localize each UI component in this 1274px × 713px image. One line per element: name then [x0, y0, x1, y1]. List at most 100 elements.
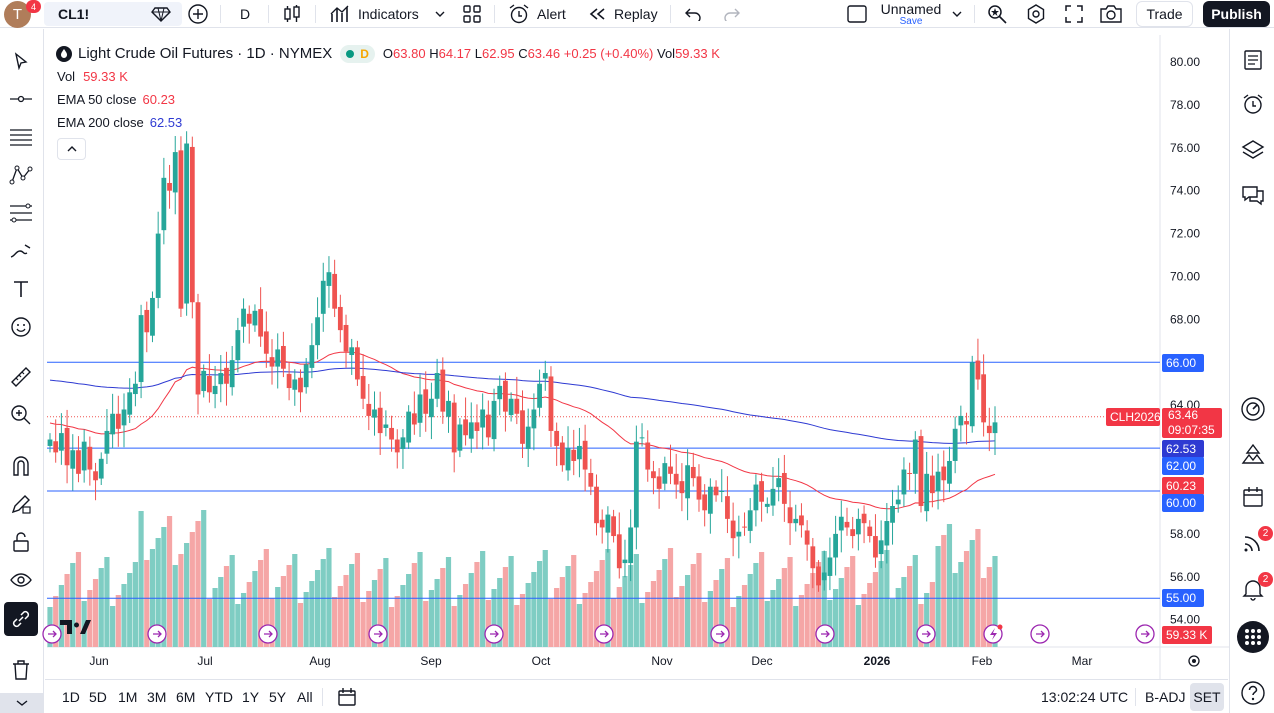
candle[interactable]: [799, 503, 804, 538]
apps-grid-icon[interactable]: [1236, 620, 1270, 654]
candle[interactable]: [332, 259, 338, 318]
candle[interactable]: [172, 136, 178, 215]
candle[interactable]: [497, 375, 503, 416]
candle[interactable]: [406, 405, 412, 449]
candle[interactable]: [309, 323, 315, 379]
collapse-toolbar-icon[interactable]: [0, 693, 44, 713]
candle[interactable]: [884, 503, 890, 564]
indicators-button[interactable]: Indicators: [330, 0, 419, 28]
candle[interactable]: [372, 391, 377, 436]
candle[interactable]: [161, 157, 167, 245]
candle[interactable]: [793, 504, 799, 532]
candle[interactable]: [468, 402, 474, 453]
candle[interactable]: [360, 354, 366, 410]
candle[interactable]: [895, 485, 901, 513]
candle[interactable]: [947, 446, 952, 493]
candle[interactable]: [167, 164, 172, 209]
candle[interactable]: [315, 297, 320, 360]
layout-chevron-icon[interactable]: [951, 0, 963, 28]
candle[interactable]: [588, 458, 594, 496]
utc-clock[interactable]: 13:02:24 UTC: [1041, 688, 1129, 705]
event-marker-icon[interactable]: [594, 624, 614, 644]
watchlist-icon[interactable]: [1236, 43, 1270, 77]
event-marker-icon[interactable]: [815, 624, 835, 644]
candle[interactable]: [446, 390, 451, 433]
candle[interactable]: [781, 454, 787, 522]
candle[interactable]: [565, 426, 571, 481]
candle[interactable]: [656, 468, 662, 509]
range-5d[interactable]: 5D: [89, 688, 107, 705]
candle[interactable]: [457, 418, 463, 458]
candle[interactable]: [491, 388, 497, 452]
candle[interactable]: [337, 294, 343, 343]
candle[interactable]: [912, 431, 918, 494]
candle[interactable]: [827, 537, 833, 591]
candle[interactable]: [127, 378, 133, 424]
candle[interactable]: [132, 371, 138, 407]
candle[interactable]: [645, 430, 651, 482]
candle[interactable]: [753, 474, 759, 527]
candle[interactable]: [110, 393, 116, 449]
candle[interactable]: [383, 410, 389, 437]
candle[interactable]: [155, 211, 161, 309]
candle[interactable]: [275, 333, 281, 389]
candle[interactable]: [577, 427, 582, 478]
candle[interactable]: [855, 508, 861, 551]
candle[interactable]: [394, 429, 400, 469]
zoom-in-icon[interactable]: [4, 398, 38, 432]
candle[interactable]: [411, 391, 417, 435]
candle[interactable]: [144, 301, 150, 353]
publish-button[interactable]: Publish: [1203, 1, 1270, 27]
range-5y[interactable]: 5Y: [269, 688, 287, 705]
candle[interactable]: [861, 505, 867, 544]
candle[interactable]: [821, 550, 827, 591]
candle[interactable]: [559, 436, 565, 472]
candle[interactable]: [423, 371, 429, 432]
settings-gear-icon[interactable]: [1025, 0, 1047, 28]
candle[interactable]: [873, 514, 878, 568]
range-1y[interactable]: 1Y: [242, 688, 260, 705]
lock-icon[interactable]: [4, 525, 38, 559]
date-range-calendar-icon[interactable]: [337, 680, 357, 713]
candle[interactable]: [964, 412, 969, 445]
interval-button[interactable]: D: [240, 0, 250, 28]
candle[interactable]: [702, 484, 708, 527]
candle[interactable]: [662, 456, 668, 491]
diamond-icon[interactable]: [150, 0, 172, 28]
range-1d[interactable]: 1D: [62, 688, 80, 705]
candle[interactable]: [878, 520, 884, 569]
candle[interactable]: [451, 394, 457, 473]
chevron-down-icon[interactable]: [434, 0, 446, 28]
candle[interactable]: [787, 491, 793, 546]
candle[interactable]: [747, 498, 753, 544]
candle[interactable]: [389, 415, 394, 452]
trash-icon[interactable]: [4, 653, 38, 687]
candle[interactable]: [844, 507, 850, 536]
candle[interactable]: [76, 436, 81, 483]
candle[interactable]: [440, 357, 446, 424]
candle[interactable]: [286, 361, 292, 401]
candle[interactable]: [121, 393, 127, 448]
candle[interactable]: [770, 466, 776, 516]
undo-icon[interactable]: [684, 0, 702, 28]
candle[interactable]: [571, 429, 577, 476]
candle[interactable]: [742, 512, 747, 536]
fib-retracement-icon[interactable]: [4, 196, 38, 230]
candle[interactable]: [485, 400, 491, 446]
candle[interactable]: [537, 369, 542, 417]
event-marker-icon[interactable]: [1135, 624, 1155, 644]
candle[interactable]: [696, 464, 702, 512]
text-tool-icon[interactable]: [4, 272, 38, 306]
candle[interactable]: [958, 405, 964, 442]
candle[interactable]: [924, 451, 930, 522]
candle[interactable]: [93, 462, 98, 501]
axis-settings-gear-icon[interactable]: [1188, 655, 1200, 667]
candle[interactable]: [582, 424, 588, 492]
range-6m[interactable]: 6M: [176, 688, 196, 705]
candle[interactable]: [514, 376, 520, 425]
event-marker-icon[interactable]: [42, 624, 62, 644]
layout-name-button[interactable]: Unnamed Save: [878, 0, 944, 28]
candle[interactable]: [690, 452, 696, 487]
add-symbol-icon[interactable]: [187, 0, 209, 28]
trade-button[interactable]: Trade: [1136, 1, 1193, 27]
